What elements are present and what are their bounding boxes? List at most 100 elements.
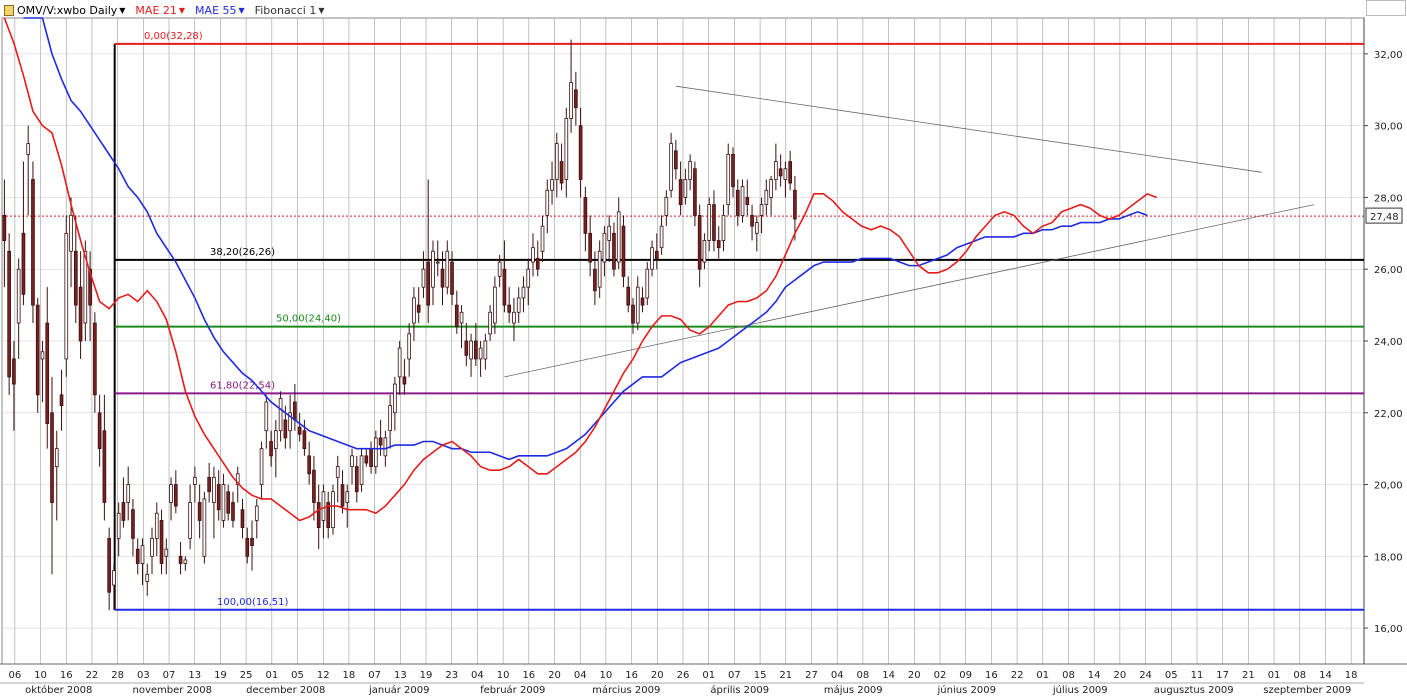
- candle: [35, 297, 40, 413]
- candle-body: [759, 204, 764, 216]
- candle: [316, 484, 321, 550]
- candle: [512, 297, 516, 341]
- candle-body: [531, 247, 535, 263]
- candle-body: [2, 214, 7, 241]
- candle: [659, 215, 664, 255]
- y-tick-label: 28,00: [1374, 193, 1403, 204]
- candle-body: [774, 161, 778, 180]
- candle: [497, 254, 502, 288]
- y-tick-label: 26,00: [1374, 265, 1403, 276]
- candle-body: [693, 168, 697, 216]
- fibonacci-level-label: 50,00(24,40): [276, 314, 341, 325]
- candle-body: [726, 153, 731, 206]
- candle: [445, 240, 450, 295]
- fibonacci-level-label: 61,80(22,54): [210, 380, 275, 391]
- symbol-selector[interactable]: OMV/V:xwbo Daily ▼: [4, 4, 125, 17]
- y-tick-label: 22,00: [1374, 409, 1403, 420]
- candle: [488, 305, 492, 341]
- candle: [135, 538, 140, 575]
- candle-body: [169, 484, 173, 503]
- mae55-label: MAE 55: [195, 3, 237, 17]
- candle-body: [207, 476, 211, 493]
- x-tick-label: 07: [163, 670, 176, 681]
- candle: [526, 258, 531, 306]
- candle: [607, 215, 612, 263]
- candle-body: [688, 161, 692, 180]
- candle: [464, 323, 469, 367]
- candle-body: [469, 340, 473, 360]
- y-tick-label: 30,00: [1374, 122, 1403, 133]
- candle-body: [269, 441, 273, 457]
- candle-body: [240, 509, 245, 529]
- candle-body: [683, 179, 688, 198]
- candle: [697, 204, 702, 288]
- x-tick-label: 25: [240, 670, 253, 681]
- candle-body: [769, 179, 773, 198]
- candle: [140, 538, 145, 586]
- candle-body: [369, 448, 373, 468]
- x-tick-label: 22: [86, 670, 99, 681]
- month-label: január 2009: [368, 684, 429, 696]
- candle: [335, 455, 340, 503]
- candle-body: [321, 491, 326, 521]
- month-label: február 2009: [480, 684, 545, 696]
- candle-body: [135, 548, 140, 564]
- candle: [431, 240, 435, 306]
- x-tick-label: 18: [343, 670, 356, 681]
- candle: [631, 297, 635, 334]
- candle: [93, 312, 97, 413]
- candle-body: [502, 268, 507, 306]
- candle: [321, 484, 326, 539]
- candle-body: [650, 247, 654, 270]
- candle: [793, 175, 797, 241]
- candle-body: [440, 268, 445, 288]
- x-tick-label: 12: [317, 670, 330, 681]
- candle-body: [740, 186, 745, 216]
- x-tick-label: 13: [394, 670, 407, 681]
- candle-body: [273, 430, 278, 450]
- candle: [159, 509, 164, 575]
- candle: [674, 140, 678, 180]
- fibonacci-indicator[interactable]: Fibonacci 1 ▼: [255, 4, 325, 17]
- candle-body: [764, 189, 769, 206]
- candle: [21, 161, 26, 306]
- x-tick-label: 01: [1036, 670, 1049, 681]
- candle-body: [297, 426, 302, 435]
- candle: [102, 394, 107, 521]
- candle-body: [783, 168, 788, 180]
- candle-body: [221, 484, 226, 521]
- candle: [412, 287, 416, 341]
- candle-body: [407, 333, 411, 360]
- candle: [16, 258, 21, 359]
- candle-body: [40, 351, 45, 360]
- candle-body: [145, 573, 150, 582]
- x-tick-label: 05: [1165, 670, 1178, 681]
- candle-body: [226, 491, 231, 514]
- candle: [326, 491, 331, 539]
- month-label: május 2009: [824, 684, 883, 696]
- candle: [350, 448, 354, 485]
- month-label: október 2008: [25, 684, 92, 696]
- candle: [216, 470, 221, 521]
- candle-body: [173, 484, 178, 507]
- candle: [435, 240, 440, 277]
- window-control-box[interactable]: [1366, 0, 1406, 16]
- candle-body: [707, 204, 712, 241]
- candle-body: [202, 498, 207, 557]
- mae55-indicator[interactable]: MAE 55 ▼: [195, 4, 245, 17]
- candle-body: [378, 437, 383, 446]
- candle: [740, 179, 745, 223]
- candle-body: [140, 545, 145, 564]
- x-tick-label: 14: [1319, 670, 1332, 681]
- candle-body: [93, 322, 97, 396]
- candle-body: [750, 214, 754, 227]
- x-tick-label: 10: [600, 670, 613, 681]
- candle-body: [731, 153, 735, 188]
- x-tick-label: 26: [677, 670, 690, 681]
- mae21-indicator[interactable]: MAE 21 ▼: [135, 4, 185, 17]
- candle-body: [21, 232, 26, 295]
- candle-body: [512, 311, 516, 324]
- candle: [169, 477, 173, 521]
